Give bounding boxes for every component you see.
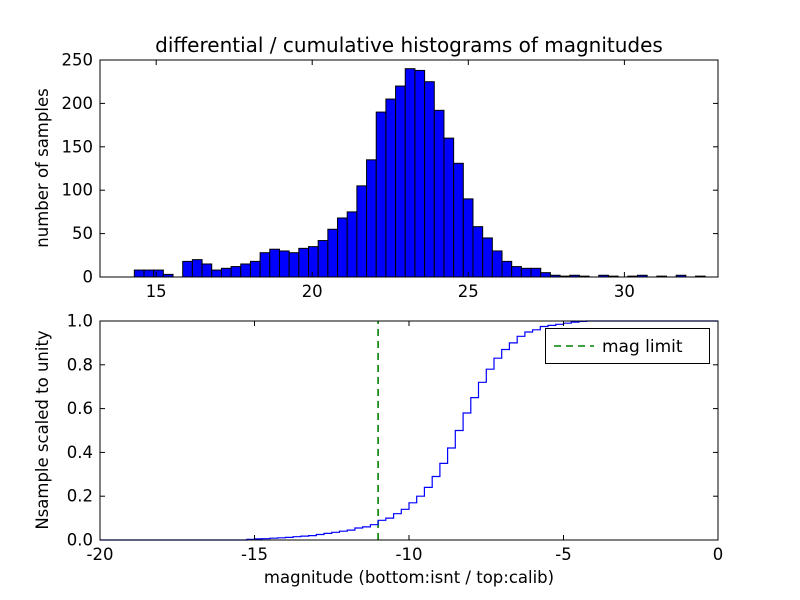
top-axes-frame [99, 59, 719, 278]
x-tick-label: 20 [302, 282, 323, 301]
x-tick-label: 0 [713, 545, 724, 564]
y-tick-label: 0.2 [67, 487, 93, 506]
histogram-bar [269, 248, 280, 278]
histogram-bar [424, 81, 435, 278]
histogram-bar [385, 98, 397, 278]
histogram-bar [211, 269, 222, 278]
x-tick-label: -20 [87, 545, 114, 564]
histogram-bar [317, 240, 329, 278]
y-tick-label: 0.6 [67, 399, 93, 418]
x-tick-label: -5 [555, 545, 571, 564]
histogram-bar [511, 266, 522, 278]
y-tick-label: 100 [62, 181, 94, 200]
histogram-bar [143, 269, 155, 278]
y-tick-label: 150 [62, 137, 94, 156]
histogram-bar [462, 198, 474, 278]
x-tick-label: 25 [458, 282, 479, 301]
histogram-bar [259, 252, 271, 278]
histogram-bar [433, 109, 445, 278]
x-tick-label: -10 [396, 545, 423, 564]
legend-label: mag limit [602, 337, 683, 357]
histogram-bar [278, 250, 290, 278]
histogram-bar [220, 267, 232, 278]
top-histogram-plot: 15 20 25 30 0 50 100 150 200 250 number of sample… [33, 51, 719, 302]
y-tick-label: 0 [83, 268, 94, 287]
chart-title: differential / cumulative histograms of … [155, 33, 663, 57]
histogram-bar [337, 217, 348, 278]
histogram-bar [472, 226, 484, 278]
histogram-bar [240, 263, 251, 278]
x-tick-label: 30 [614, 282, 635, 301]
histogram-bar [201, 263, 213, 278]
x-axis-label: magnitude (bottom:isnt / top:calib) [264, 568, 554, 587]
histogram-bar [443, 137, 455, 278]
histogram-bar [308, 246, 319, 278]
legend: mag limit [545, 328, 710, 364]
x-tick-label: -15 [241, 545, 268, 564]
bottom-tick-labels-group: -20 -15 -10 -5 0 0.0 0.2 0.4 0.6 0.8 1.0 [67, 312, 724, 565]
top-bars-group [133, 68, 706, 278]
y-tick-label: 50 [72, 224, 93, 243]
histogram-bar [404, 68, 416, 278]
histogram-bar [346, 211, 358, 278]
histogram-bar [375, 111, 387, 278]
y-tick-label: 0.4 [67, 443, 93, 462]
histogram-bar [298, 247, 310, 278]
histogram-bar [501, 260, 513, 278]
histogram-bar [482, 237, 493, 278]
histogram-bar [327, 228, 339, 278]
histogram-bar [453, 162, 464, 278]
histogram-bar [133, 269, 145, 278]
histogram-bar [356, 185, 368, 278]
histogram-bar [153, 269, 164, 278]
y-tick-label: 0.8 [67, 355, 93, 374]
y-tick-label: 200 [62, 94, 94, 113]
bottom-ticks-group [99, 320, 719, 541]
bottom-y-axis-label: Nsample scaled to unity [33, 330, 52, 530]
histogram-bar [520, 267, 532, 278]
cumulative-step-curve [100, 320, 718, 541]
top-ticks-group [100, 59, 718, 278]
top-tick-labels-group: 15 20 25 30 0 50 100 150 200 250 [62, 51, 635, 302]
y-tick-label: 1.0 [67, 312, 93, 331]
y-tick-label: 0.0 [67, 531, 93, 550]
histogram-bar [366, 159, 377, 278]
histogram-bar [491, 250, 503, 278]
histogram-bar [249, 260, 261, 278]
bottom-content-group [100, 320, 718, 541]
histogram-bar [191, 259, 203, 278]
bottom-cumulative-plot: -20 -15 -10 -5 0 0.0 0.2 0.4 0.6 0.8 1.0 Nsample s… [33, 312, 723, 588]
histogram-bar [530, 267, 542, 278]
histogram-bar [414, 69, 426, 278]
histogram-bar [288, 252, 300, 278]
top-y-axis-label: number of samples [33, 88, 52, 247]
histogram-bar [540, 272, 551, 278]
y-tick-label: 250 [62, 51, 94, 70]
histogram-bar [230, 266, 242, 278]
histogram-bar [395, 85, 406, 278]
x-tick-label: 15 [146, 282, 167, 301]
histogram-bar [182, 260, 193, 278]
